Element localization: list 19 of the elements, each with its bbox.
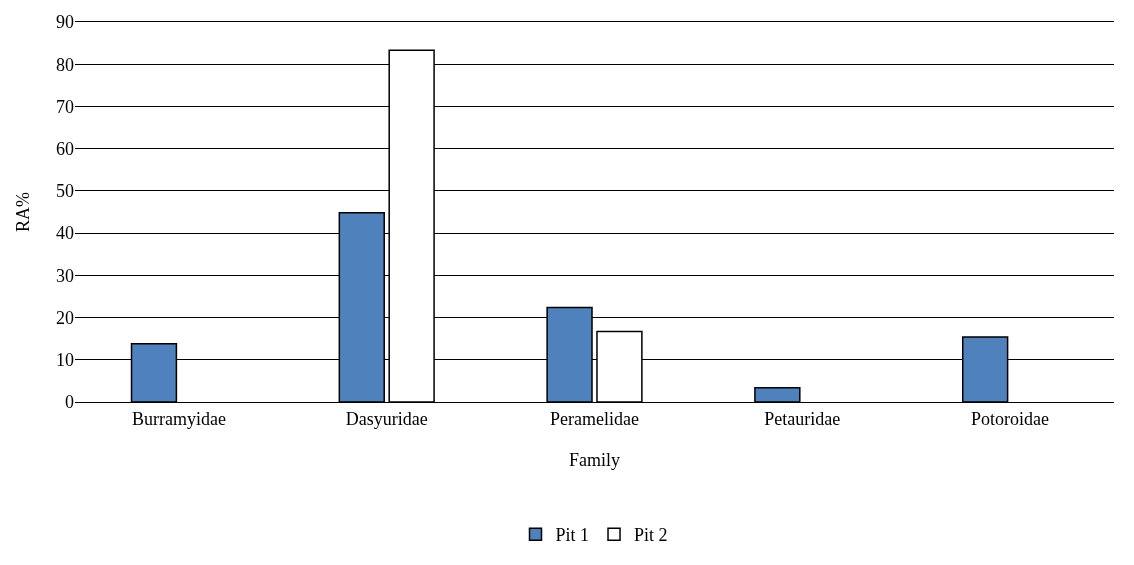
- y-tick-label: 80: [56, 54, 74, 75]
- y-axis-title: RA%: [13, 192, 33, 232]
- x-tick-label: Burramyidae: [131, 408, 226, 429]
- legend-label: Pit 1: [555, 525, 590, 546]
- x-tick-label: Potoroidae: [971, 408, 1050, 429]
- y-tick-label: 60: [56, 138, 74, 159]
- x-tick-label: Peramelidae: [550, 408, 639, 429]
- y-tick-label: 10: [56, 350, 74, 371]
- y-tick-label: 30: [56, 265, 74, 286]
- y-tick-label: 90: [56, 12, 74, 33]
- y-tick-label: 40: [56, 223, 74, 244]
- y-tick-label: 0: [65, 392, 74, 413]
- x-tick-label: Dasyuridae: [345, 408, 428, 429]
- x-tick-label: Petauridae: [764, 408, 841, 429]
- y-tick-label: 50: [56, 181, 74, 202]
- x-axis-title: Family: [568, 450, 621, 470]
- y-tick-label: 20: [56, 307, 74, 328]
- y-tick-label: 70: [56, 96, 74, 117]
- legend-label: Pit 2: [634, 525, 668, 546]
